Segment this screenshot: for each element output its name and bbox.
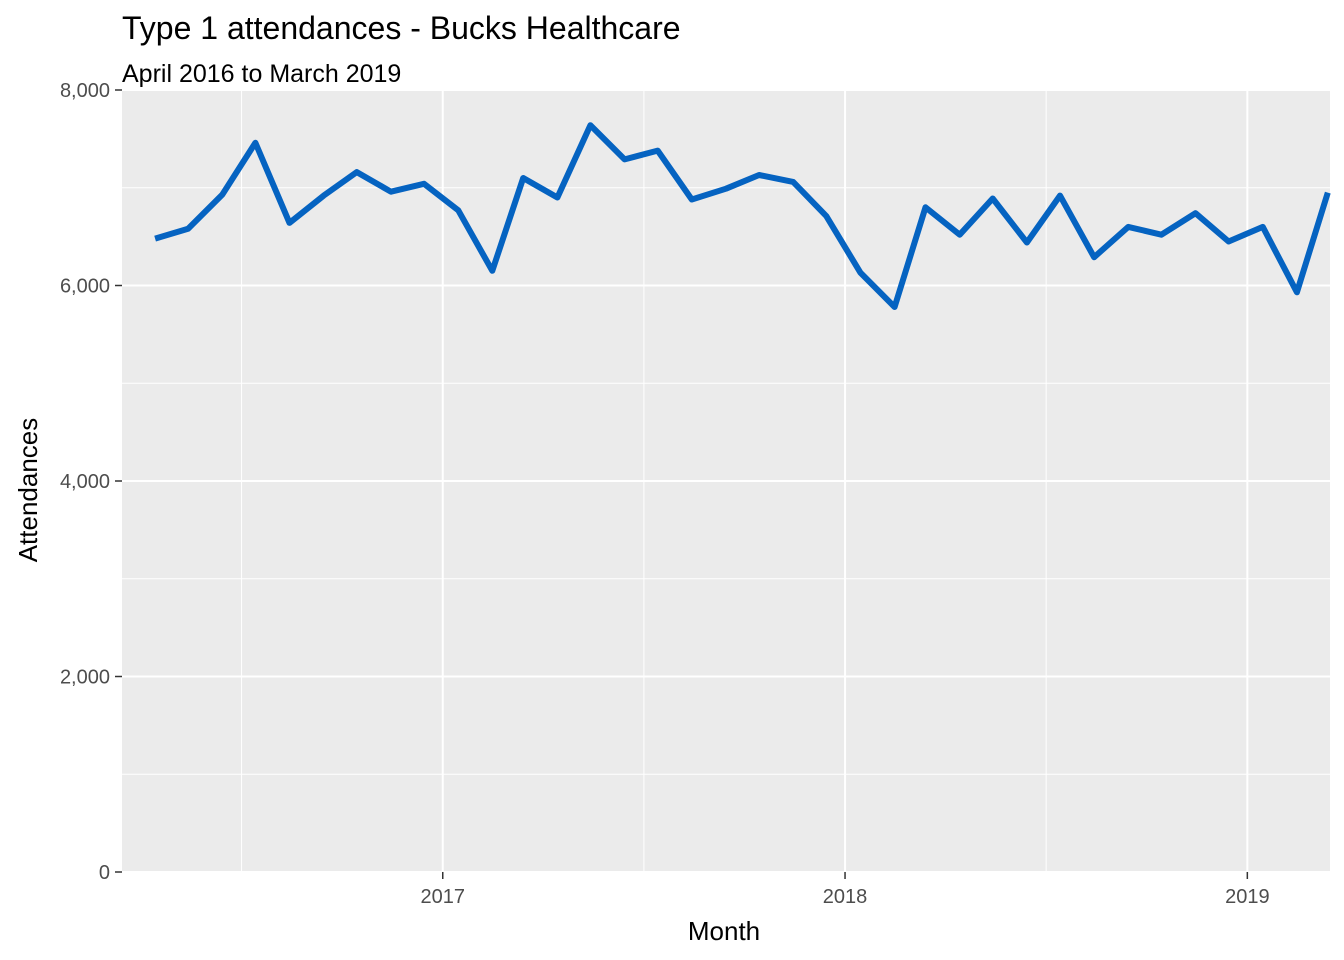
x-tick-label: 2018 — [823, 886, 868, 908]
x-axis-title: Month — [688, 916, 760, 946]
y-tick-label: 2,000 — [60, 667, 110, 689]
x-tick-label: 2017 — [420, 886, 465, 908]
y-axis-title: Attendances — [13, 418, 43, 563]
y-tick-label: 8,000 — [60, 80, 110, 102]
x-axis: 2017 2018 2019 — [420, 872, 1270, 908]
y-tick-label: 0 — [99, 862, 110, 884]
series-line — [154, 122, 1331, 310]
series-layer — [154, 122, 1331, 310]
chart-subtitle: April 2016 to March 2019 — [122, 60, 402, 88]
major-gridlines — [122, 89, 1330, 873]
chart-title: Type 1 attendances - Bucks Healthcare — [122, 10, 681, 46]
x-tick-label: 2019 — [1225, 886, 1270, 908]
y-axis: 0 2,000 4,000 6,000 8,000 — [60, 80, 122, 884]
y-tick-label: 4,000 — [60, 471, 110, 493]
y-tick-label: 6,000 — [60, 276, 110, 298]
